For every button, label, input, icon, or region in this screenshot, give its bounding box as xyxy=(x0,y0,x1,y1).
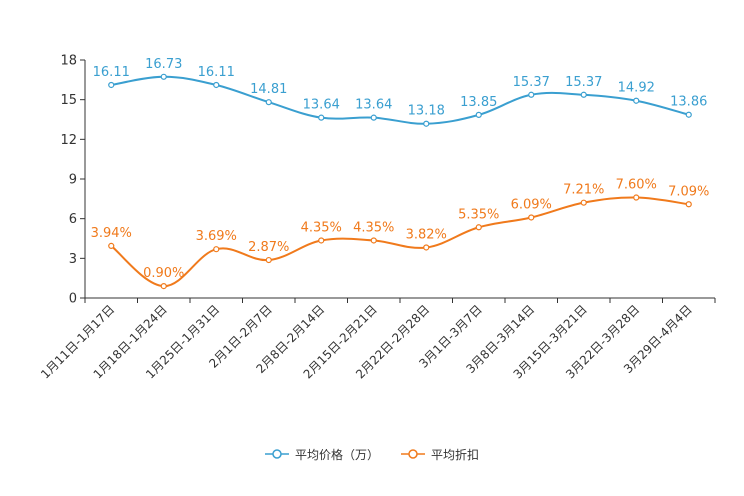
series-line xyxy=(111,75,690,125)
data-label: 16.11 xyxy=(93,65,130,80)
data-point xyxy=(528,214,535,221)
series-layer: 16.11 16.73 16.11 14.81 13.64 13.64 13.18 13.85… xyxy=(91,57,709,290)
data-label: 16.73 xyxy=(145,57,182,72)
data-label: 14.81 xyxy=(250,82,287,97)
series-price: 16.11 16.73 16.11 14.81 13.64 13.64 13.18 13.85… xyxy=(93,57,707,127)
data-label: 6.09% xyxy=(511,197,552,212)
data-label: 4.35% xyxy=(353,220,394,235)
data-label: 5.35% xyxy=(458,207,499,222)
data-label: 15.37 xyxy=(565,75,602,90)
data-point xyxy=(318,237,325,244)
legend-discount-label: 平均折扣 xyxy=(431,447,480,462)
data-label: 13.64 xyxy=(355,98,392,113)
data-point xyxy=(423,120,430,127)
data-point xyxy=(160,73,167,80)
legend-item-discount[interactable]: 平均折扣 xyxy=(401,446,479,463)
y-tick-label: 15 xyxy=(60,93,77,108)
data-point xyxy=(108,81,115,89)
data-point xyxy=(580,199,587,206)
data-point xyxy=(423,244,430,251)
data-label: 0.90% xyxy=(143,266,184,281)
legend: 平均价格（万） 平均折扣 xyxy=(0,443,744,465)
data-label: 3.94% xyxy=(91,226,132,241)
data-label: 7.21% xyxy=(563,183,604,198)
legend-discount-swatch-icon xyxy=(401,449,425,459)
data-point xyxy=(213,81,220,89)
legend-price-swatch-icon xyxy=(264,449,289,459)
data-label: 2.87% xyxy=(248,240,289,255)
data-label: 7.09% xyxy=(668,184,709,199)
data-label: 14.92 xyxy=(618,81,655,96)
data-point xyxy=(528,91,535,98)
y-tick-label: 12 xyxy=(60,133,77,148)
data-point xyxy=(633,194,640,201)
x-axis: 1月11日-1月17日1月18日-1月24日1月25日-1月31日2月1日-2月… xyxy=(38,297,716,382)
data-label: 16.11 xyxy=(198,65,235,80)
data-label: 3.82% xyxy=(406,227,447,242)
legend-price-label: 平均价格（万） xyxy=(294,447,379,462)
data-label: 7.60% xyxy=(616,178,657,193)
data-point xyxy=(475,224,482,231)
y-axis: 0 3 6 9 12 15 18 xyxy=(60,54,86,307)
data-label: 13.85 xyxy=(460,95,497,110)
data-label: 13.18 xyxy=(408,104,445,119)
data-label: 3.69% xyxy=(196,229,237,244)
legend-item-price[interactable]: 平均价格（万） xyxy=(264,446,379,463)
data-label: 4.35% xyxy=(301,220,342,235)
data-point xyxy=(633,97,640,104)
series-discount: 3.94% 0.90% 3.69% 2.87% 4.35% 4.35% 3.82% 5.35%… xyxy=(91,178,709,290)
data-point xyxy=(685,111,692,118)
data-label: 13.86 xyxy=(670,95,707,110)
data-point xyxy=(370,237,377,244)
y-tick-label: 6 xyxy=(69,212,77,227)
y-tick-label: 3 xyxy=(69,252,77,267)
data-point xyxy=(475,111,482,118)
data-point xyxy=(108,242,115,250)
data-point xyxy=(370,114,377,121)
data-label: 13.64 xyxy=(303,98,340,113)
data-point xyxy=(265,256,272,264)
data-point xyxy=(265,99,272,106)
y-tick-label: 0 xyxy=(69,292,77,307)
data-point xyxy=(318,114,325,121)
data-point xyxy=(213,246,220,253)
data-label: 15.37 xyxy=(513,75,550,90)
data-point xyxy=(580,91,587,98)
y-tick-label: 9 xyxy=(69,173,77,188)
y-tick-label: 18 xyxy=(60,54,77,69)
data-point xyxy=(685,201,692,208)
data-point xyxy=(160,283,167,290)
